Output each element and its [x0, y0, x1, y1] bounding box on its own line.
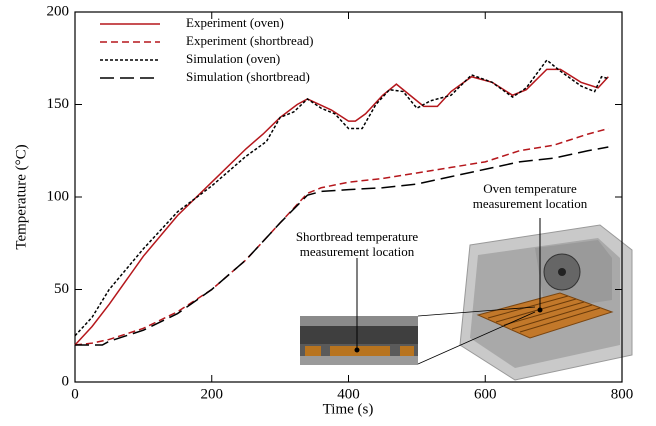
- legend-label: Simulation (shortbread): [186, 69, 310, 84]
- annotation: measurement location: [300, 244, 415, 259]
- x-axis-label: Time (s): [323, 401, 374, 417]
- x-tick-label: 600: [474, 386, 497, 402]
- x-tick-label: 800: [611, 386, 634, 402]
- annotation: measurement location: [473, 196, 588, 211]
- y-axis-label: Temperature (°C): [13, 144, 29, 249]
- legend-label: Experiment (shortbread): [186, 33, 313, 48]
- y-tick-label: 100: [47, 188, 70, 204]
- x-tick-label: 200: [201, 386, 224, 402]
- x-tick-label: 0: [71, 386, 79, 402]
- oven-inset: [417, 218, 633, 381]
- y-tick-label: 0: [62, 373, 70, 389]
- y-tick-label: 200: [47, 3, 70, 19]
- y-tick-label: 50: [54, 281, 69, 297]
- series-line: [75, 146, 609, 346]
- legend-label: Simulation (oven): [186, 51, 280, 66]
- y-tick-label: 150: [47, 96, 70, 112]
- series-line: [74, 127, 609, 346]
- x-tick-label: 400: [337, 386, 360, 402]
- legend-label: Experiment (oven): [186, 15, 284, 30]
- series-line: [74, 68, 609, 346]
- shortbread-inset: [300, 258, 418, 365]
- annotation: Shortbread temperature: [296, 229, 419, 244]
- annotation: Oven temperature: [483, 181, 577, 196]
